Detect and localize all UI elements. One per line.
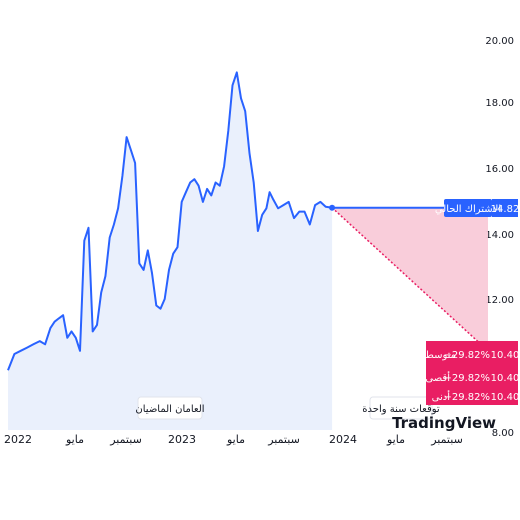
current-price-pill: الاشتراك الحالي 14.82 — [435, 199, 519, 217]
past-period-text: العامان الماضيان — [135, 404, 204, 415]
forecast-low-value: 10.40 — [491, 392, 520, 403]
future-period-text: توقعات سنة واحدة — [362, 404, 440, 415]
y-tick-label: 20.00 — [485, 36, 514, 47]
x-tick-label: 2022 — [4, 433, 32, 446]
x-tick-label: مايو — [65, 433, 84, 446]
forecast-low-pill: −29.82% أدنى 10.40 — [426, 387, 519, 405]
past-period-label: العامان الماضيان — [135, 396, 205, 420]
forecast-high-value: 10.40 — [491, 373, 520, 384]
logo-text: TradingView — [392, 414, 496, 432]
y-tick-label: 8.00 — [492, 428, 514, 439]
x-tick-label: سبتمبر — [267, 433, 300, 446]
x-tick-label: مايو — [226, 433, 245, 446]
x-tick-label: سبتمبر — [109, 433, 142, 446]
x-tick-label: مايو — [386, 433, 405, 446]
history-area-fill — [8, 72, 333, 431]
y-tick-label: 18.00 — [485, 98, 514, 109]
y-tick-label: 14.00 — [485, 230, 514, 241]
price-history-line — [7, 71, 333, 371]
forecast-high-pill: −29.82% أقصى 10.40 — [425, 367, 519, 387]
x-tick-label: 2024 — [329, 433, 357, 446]
tradingview-logo: TradingView — [392, 414, 496, 432]
forecast-high-pct: −29.82% — [443, 373, 490, 384]
x-tick-label: 2023 — [168, 433, 196, 446]
forecast-average-pill: −29.82% متوسط 10.40 — [425, 341, 520, 367]
forecast-low-label: أدنى — [432, 390, 451, 403]
future-period-label: توقعات سنة واحدة — [362, 396, 440, 420]
forecast-average-label: متوسط — [425, 350, 456, 361]
y-axis: 20.00 18.00 16.00 14.00 12.00 8.00 — [485, 36, 514, 439]
x-tick-label: سبتمبر — [430, 433, 463, 446]
y-tick-label: 16.00 — [485, 164, 514, 175]
forecast-average-pct: −29.82% — [443, 350, 490, 361]
y-tick-label: 12.00 — [485, 295, 514, 306]
current-price-value: 14.82 — [491, 204, 520, 215]
x-axis: 2022 مايو سبتمبر 2023 مايو سبتمبر 2024 مايو سبتم… — [4, 433, 463, 446]
forecast-average-line — [331, 207, 489, 352]
forecast-average-value: 10.40 — [491, 350, 520, 361]
forecast-high-label: أقصى — [425, 371, 450, 384]
current-price-marker — [329, 204, 336, 211]
forecast-low-pct: −29.82% — [443, 392, 490, 403]
current-price-label: الاشتراك الحالي — [435, 204, 501, 215]
